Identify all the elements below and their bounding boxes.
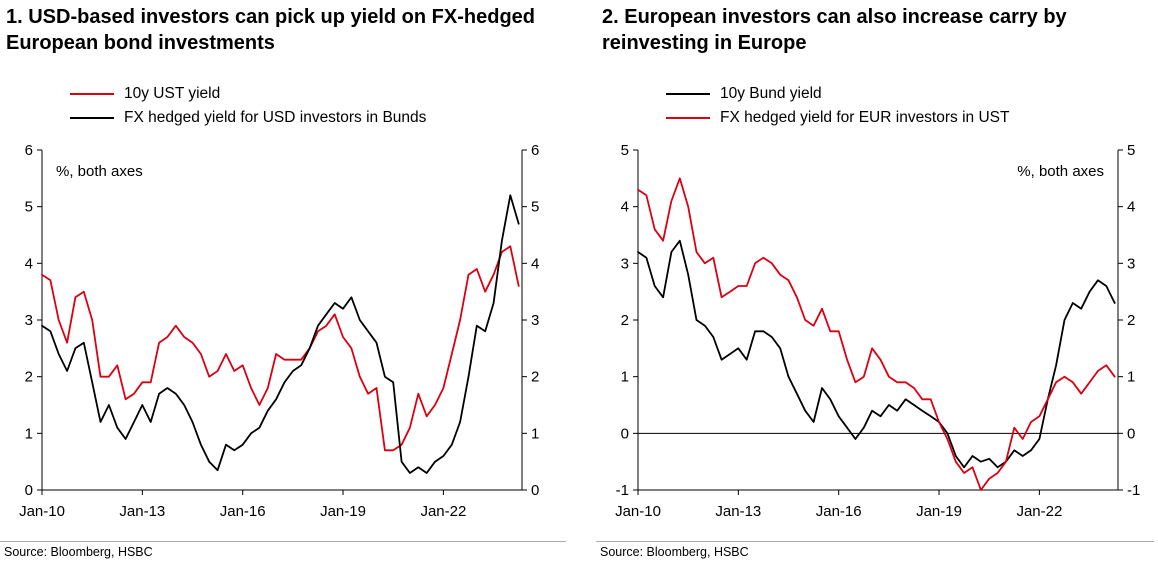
svg-text:0: 0 xyxy=(25,482,33,499)
svg-text:1: 1 xyxy=(621,369,629,386)
svg-text:5: 5 xyxy=(1127,142,1135,159)
svg-text:0: 0 xyxy=(621,425,629,442)
svg-text:3: 3 xyxy=(1127,255,1135,272)
svg-text:Jan-13: Jan-13 xyxy=(119,503,165,520)
svg-text:1: 1 xyxy=(25,425,33,442)
svg-text:2: 2 xyxy=(25,369,33,386)
svg-text:5: 5 xyxy=(25,199,33,216)
line-chart-usd: 0 0 1 1 2 2 3 3 4 4 5 5 6 6 Jan-10 Jan-13 Jan-16 Jan-19 Ja… xyxy=(19,142,539,520)
svg-text:Jan-10: Jan-10 xyxy=(615,503,661,520)
legend-line-swatch xyxy=(666,117,710,119)
legend-item: 10y UST yield xyxy=(70,82,426,106)
svg-text:Jan-22: Jan-22 xyxy=(420,503,466,520)
svg-text:1: 1 xyxy=(531,425,539,442)
legend-label: 10y Bund yield xyxy=(720,85,822,102)
source-note: Source: Bloomberg, HSBC xyxy=(0,541,566,559)
svg-text:0: 0 xyxy=(531,482,539,499)
source-note: Source: Bloomberg, HSBC xyxy=(596,541,1154,559)
svg-text:2: 2 xyxy=(621,312,629,329)
panel-eur-investors: 2. European investors can also increase … xyxy=(596,0,1158,577)
legend-line-swatch xyxy=(666,93,710,95)
svg-text:1: 1 xyxy=(1127,369,1135,386)
legend-label: 10y UST yield xyxy=(124,85,221,102)
chart-title: 2. European investors can also increase … xyxy=(602,6,1067,54)
svg-text:Jan-22: Jan-22 xyxy=(1016,503,1062,520)
svg-text:4: 4 xyxy=(25,255,33,272)
legend-label: FX hedged yield for USD investors in Bun… xyxy=(124,109,427,126)
svg-text:Jan-19: Jan-19 xyxy=(320,503,366,520)
svg-text:6: 6 xyxy=(25,142,33,159)
svg-text:Jan-16: Jan-16 xyxy=(220,503,266,520)
svg-text:3: 3 xyxy=(531,312,539,329)
panel-usd-investors: 1. USD-based investors can pick up yield… xyxy=(0,0,570,577)
legend: 10y UST yield FX hedged yield for USD in… xyxy=(70,82,426,130)
svg-text:2: 2 xyxy=(531,369,539,386)
svg-text:Jan-19: Jan-19 xyxy=(916,503,962,520)
legend-item: FX hedged yield for EUR investors in UST xyxy=(666,106,1009,130)
legend-item: FX hedged yield for USD investors in Bun… xyxy=(70,106,426,130)
svg-text:-1: -1 xyxy=(616,482,629,499)
svg-text:0: 0 xyxy=(1127,425,1135,442)
svg-text:3: 3 xyxy=(621,255,629,272)
svg-text:Jan-10: Jan-10 xyxy=(19,503,65,520)
svg-text:5: 5 xyxy=(531,199,539,216)
svg-text:%, both axes: %, both axes xyxy=(56,163,143,180)
svg-text:4: 4 xyxy=(531,255,539,272)
svg-text:6: 6 xyxy=(531,142,539,159)
svg-text:4: 4 xyxy=(621,199,629,216)
svg-text:Jan-16: Jan-16 xyxy=(816,503,862,520)
legend-label: FX hedged yield for EUR investors in UST xyxy=(720,109,1010,126)
legend-item: 10y Bund yield xyxy=(666,82,1009,106)
svg-text:4: 4 xyxy=(1127,199,1135,216)
svg-text:Jan-13: Jan-13 xyxy=(715,503,761,520)
legend: 10y Bund yield FX hedged yield for EUR i… xyxy=(666,82,1009,130)
legend-line-swatch xyxy=(70,93,114,95)
svg-text:%, both axes: %, both axes xyxy=(1017,163,1104,180)
svg-text:-1: -1 xyxy=(1127,482,1140,499)
svg-text:3: 3 xyxy=(25,312,33,329)
line-chart-eur: -1 -1 0 0 1 1 2 2 3 3 4 4 5 5 Jan-10 Jan-13 Jan-16 Jan-19… xyxy=(615,142,1140,520)
legend-line-swatch xyxy=(70,117,114,119)
svg-text:5: 5 xyxy=(621,142,629,159)
svg-text:2: 2 xyxy=(1127,312,1135,329)
chart-title: 1. USD-based investors can pick up yield… xyxy=(6,6,536,54)
